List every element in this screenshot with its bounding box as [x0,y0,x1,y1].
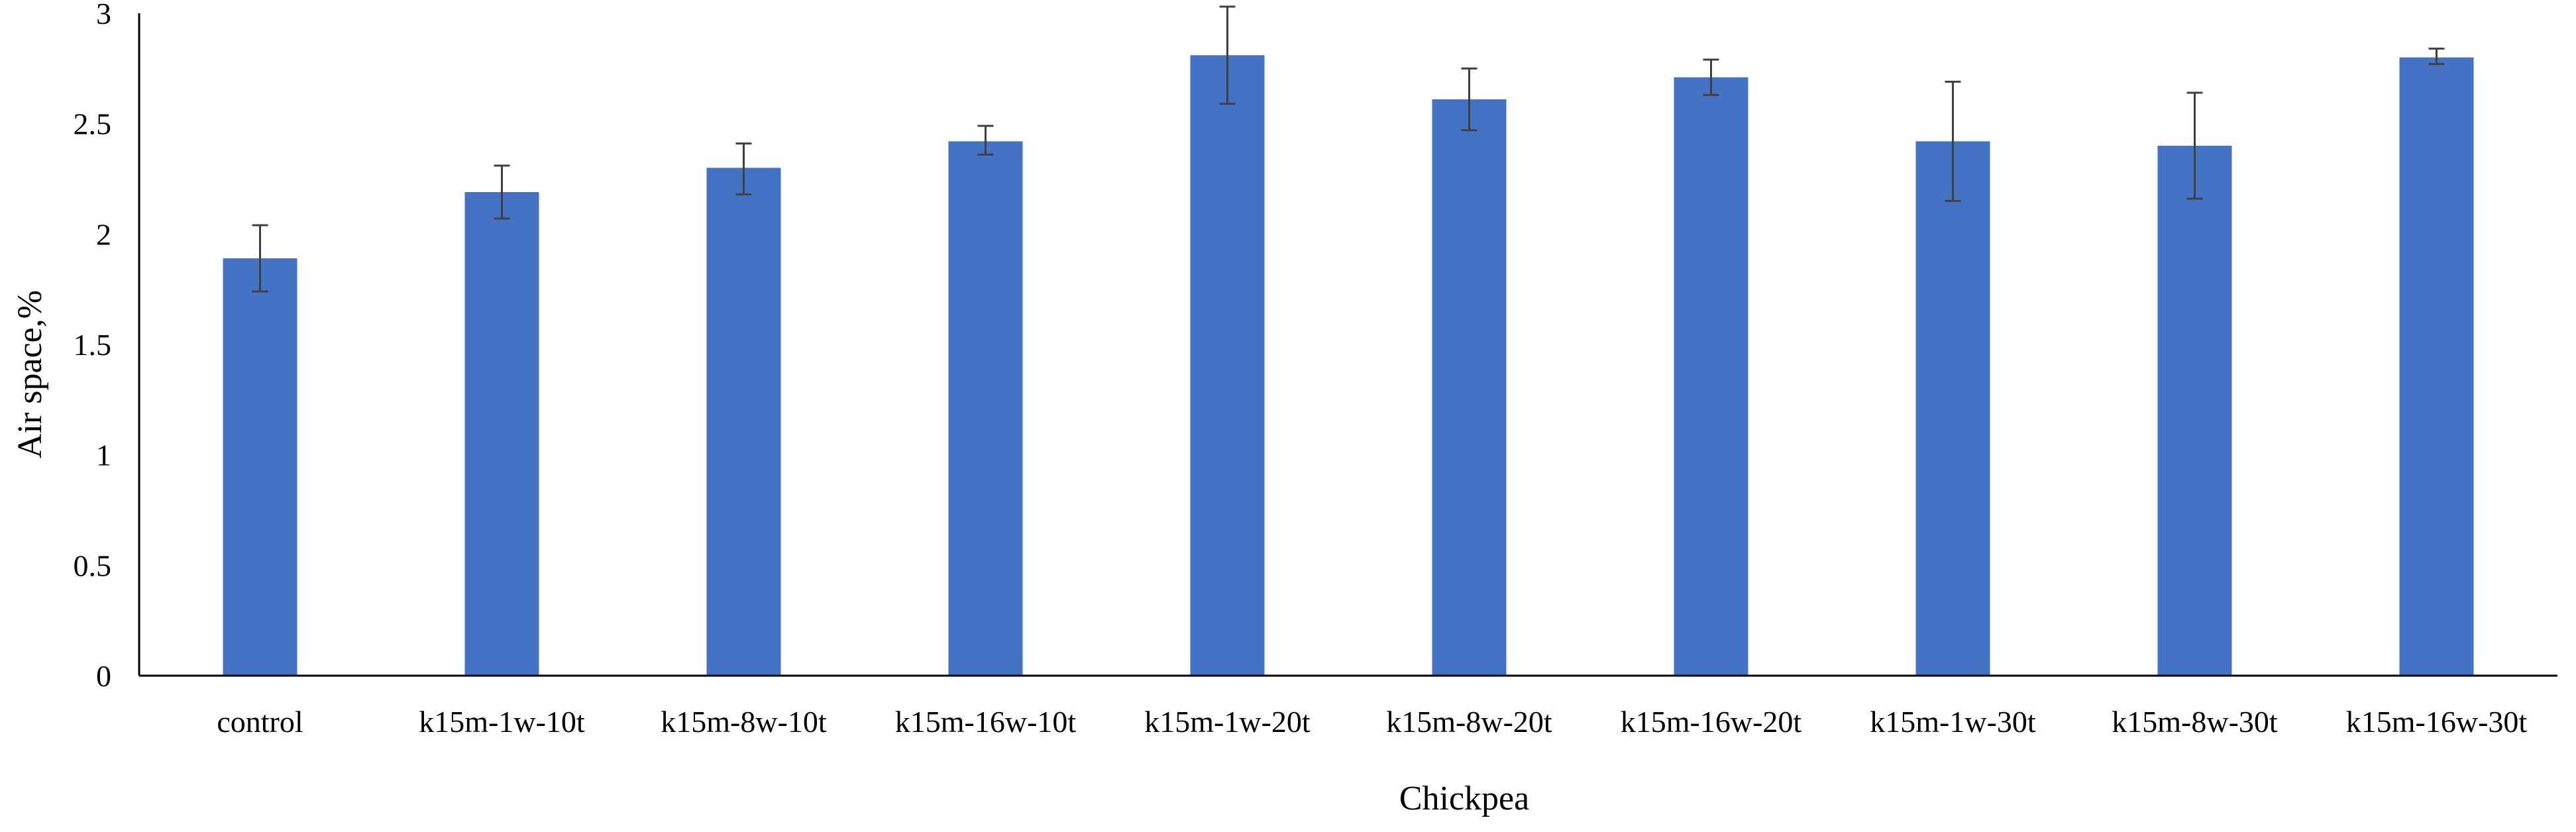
y-tick-label: 1.5 [74,328,112,362]
bar-k15m-8w-10t [706,168,781,676]
bar-k15m-16w-20t [1674,77,1748,676]
x-tick-label: k15m-16w-20t [1621,705,1802,739]
bar-k15m-1w-10t [464,192,539,676]
bar-k15m-1w-20t [1190,55,1265,676]
x-tick-label: k15m-1w-20t [1144,705,1311,739]
bar-k15m-1w-30t [1915,141,1990,676]
bar-control [223,258,297,676]
y-tick-label: 2.5 [74,107,112,141]
x-tick-label: k15m-1w-10t [419,705,585,739]
bar-k15m-8w-20t [1432,99,1507,676]
x-tick-label: k15m-1w-30t [1870,705,2036,739]
error-bar-k15m-16w-20t [1703,58,1719,96]
error-bars-layer [252,5,2445,293]
y-tick-label: 1 [96,439,111,472]
error-bar-k15m-1w-30t [1945,80,1961,202]
y-tick-label: 2 [96,217,111,251]
x-tick-labels: control k15m-1w-10t k15m-8w-10t k15m-16w-10… [217,705,2527,739]
x-tick-label: k15m-8w-30t [2112,705,2278,739]
y-tick-label: 0.5 [74,548,112,582]
y-tick-label: 3 [96,0,111,30]
error-bar-control [252,224,268,293]
bar-k15m-8w-30t [2157,146,2232,676]
error-bar-k15m-1w-10t [494,164,510,220]
error-bar-k15m-8w-20t [1461,67,1477,132]
x-tick-label: k15m-8w-10t [661,705,827,739]
y-tick-labels: 0 0.5 1 1.5 2 2.5 3 [74,0,112,693]
x-axis-title: Chickpea [1399,780,1529,817]
x-tick-label: k15m-16w-30t [2346,705,2528,739]
error-bar-k15m-8w-10t [735,142,752,195]
bar-k15m-16w-10t [948,141,1023,676]
bars-layer [223,55,2474,676]
error-bar-k15m-16w-30t [2428,47,2445,66]
error-bar-k15m-8w-30t [2186,91,2203,200]
x-tick-label: k15m-8w-20t [1386,705,1552,739]
y-axis-title: Air space,% [11,290,49,458]
error-bar-k15m-16w-10t [977,125,994,156]
y-tick-label: 0 [96,659,111,693]
x-tick-label: k15m-16w-10t [895,705,1077,739]
x-tick-label: control [217,705,303,739]
bar-k15m-16w-30t [2399,57,2474,676]
error-bar-k15m-1w-20t [1219,5,1236,105]
